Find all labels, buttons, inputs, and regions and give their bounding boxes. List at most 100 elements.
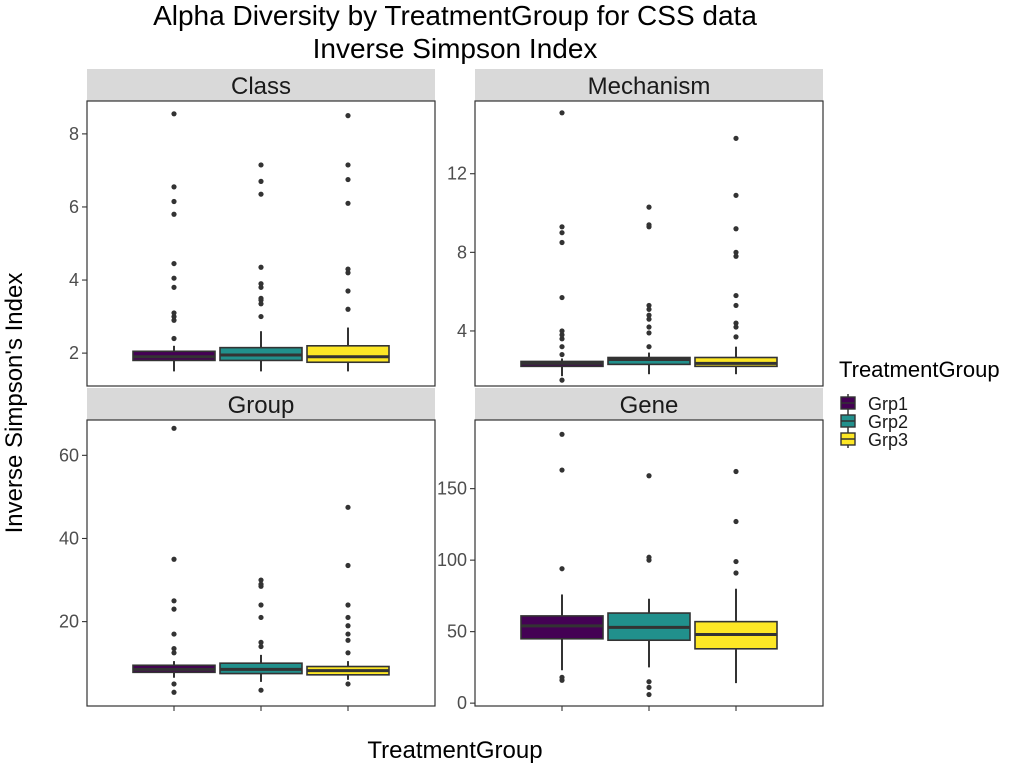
outlier-point <box>559 351 565 358</box>
facet-strip <box>475 69 823 101</box>
outlier-point <box>559 239 565 246</box>
outlier-point <box>345 270 351 276</box>
outlier-point <box>171 646 177 652</box>
facet-strip <box>87 388 435 420</box>
outlier-point <box>171 335 177 342</box>
outlier-point <box>345 306 351 312</box>
outlier-point <box>171 198 177 205</box>
outlier-point <box>345 681 351 687</box>
outlier-point <box>345 162 351 168</box>
outlier-point <box>646 554 652 560</box>
outlier-point <box>171 650 177 656</box>
outlier-point <box>646 344 652 350</box>
outlier-point <box>171 260 177 267</box>
y-tick-label: 60 <box>59 445 79 465</box>
outlier-point <box>258 643 264 650</box>
outlier-point <box>258 162 264 168</box>
outlier-point <box>258 281 264 287</box>
y-tick-label: 40 <box>59 528 79 548</box>
outlier-point <box>559 332 565 338</box>
outlier-point <box>345 602 351 608</box>
outlier-point <box>646 302 652 309</box>
outlier-point <box>171 211 177 217</box>
panel-class: Class 2 4 6 8 <box>69 69 436 387</box>
outlier-point <box>171 425 177 431</box>
outlier-point <box>733 324 739 330</box>
outlier-point <box>258 687 264 693</box>
y-tick-label: 8 <box>69 124 79 144</box>
outlier-point <box>559 377 565 383</box>
legend-item-grp2: Grp2 <box>840 412 908 432</box>
outlier-point <box>559 431 565 437</box>
outlier-point <box>345 631 351 637</box>
legend-item-grp3: Grp3 <box>840 430 908 450</box>
panel-mechanism: Mechanism 4 8 12 <box>447 69 824 387</box>
box-grp3 <box>306 504 390 687</box>
outlier-point <box>559 467 565 473</box>
outlier-point <box>733 192 739 198</box>
outlier-point <box>559 224 565 230</box>
outlier-point <box>733 334 739 340</box>
y-tick-label: 2 <box>69 343 79 363</box>
y-tick-label: 20 <box>59 612 79 632</box>
panel-group: Group 20 40 60 <box>59 388 436 711</box>
outlier-point <box>733 253 739 259</box>
outlier-point <box>559 328 565 334</box>
outlier-point <box>345 614 351 621</box>
x-axis-title: TreatmentGroup <box>367 737 542 764</box>
legend-item-grp1: Grp1 <box>840 394 908 414</box>
y-tick-label: 100 <box>437 550 467 570</box>
outlier-point <box>171 631 177 637</box>
box-grp2 <box>219 577 303 693</box>
outlier-point <box>559 566 565 572</box>
box-grp3 <box>694 468 778 684</box>
box-iqr <box>306 345 390 364</box>
legend-label: Grp3 <box>868 430 908 450</box>
outlier-point <box>258 602 264 608</box>
facet-strip-label: Mechanism <box>588 73 711 100</box>
outlier-point <box>646 204 652 210</box>
outlier-point <box>559 344 565 350</box>
box-grp1 <box>520 110 604 383</box>
outlier-point <box>646 312 652 318</box>
outlier-point <box>559 294 565 301</box>
facet-strip-label: Group <box>228 392 295 419</box>
outlier-point <box>171 689 177 695</box>
outlier-point <box>646 316 652 322</box>
outlier-point <box>646 330 652 336</box>
outlier-point <box>171 606 177 612</box>
outlier-point <box>171 598 177 604</box>
box-grp2 <box>219 162 303 372</box>
outlier-point <box>646 324 652 330</box>
box-grp1 <box>132 111 216 372</box>
outlier-point <box>345 113 351 119</box>
outlier-point <box>733 135 739 141</box>
outlier-point <box>258 581 264 587</box>
outlier-point <box>345 176 351 183</box>
legend-title: TreatmentGroup <box>839 357 1000 382</box>
outlier-point <box>171 184 177 190</box>
outlier-point <box>258 264 264 270</box>
outlier-point <box>345 288 351 294</box>
outlier-point <box>646 679 652 685</box>
y-tick-label: 150 <box>437 479 467 499</box>
outlier-point <box>733 558 739 565</box>
outlier-point <box>559 110 565 116</box>
legend-label: Grp1 <box>868 394 908 414</box>
outlier-point <box>345 200 351 206</box>
outlier-point <box>559 336 565 342</box>
legend-label: Grp2 <box>868 412 908 432</box>
outlier-point <box>171 317 177 323</box>
y-tick-label: 8 <box>457 242 467 262</box>
y-tick-label: 4 <box>69 270 79 290</box>
outlier-point <box>258 284 264 290</box>
panel-border <box>474 100 824 387</box>
outlier-point <box>171 310 177 316</box>
y-axis-title: Inverse Simpson's Index <box>1 273 28 534</box>
panel-gene: Gene 0 50 100 150 <box>437 388 824 713</box>
outlier-point <box>171 111 177 117</box>
outlier-point <box>646 306 652 312</box>
outlier-point <box>646 222 652 228</box>
outlier-point <box>345 266 351 272</box>
